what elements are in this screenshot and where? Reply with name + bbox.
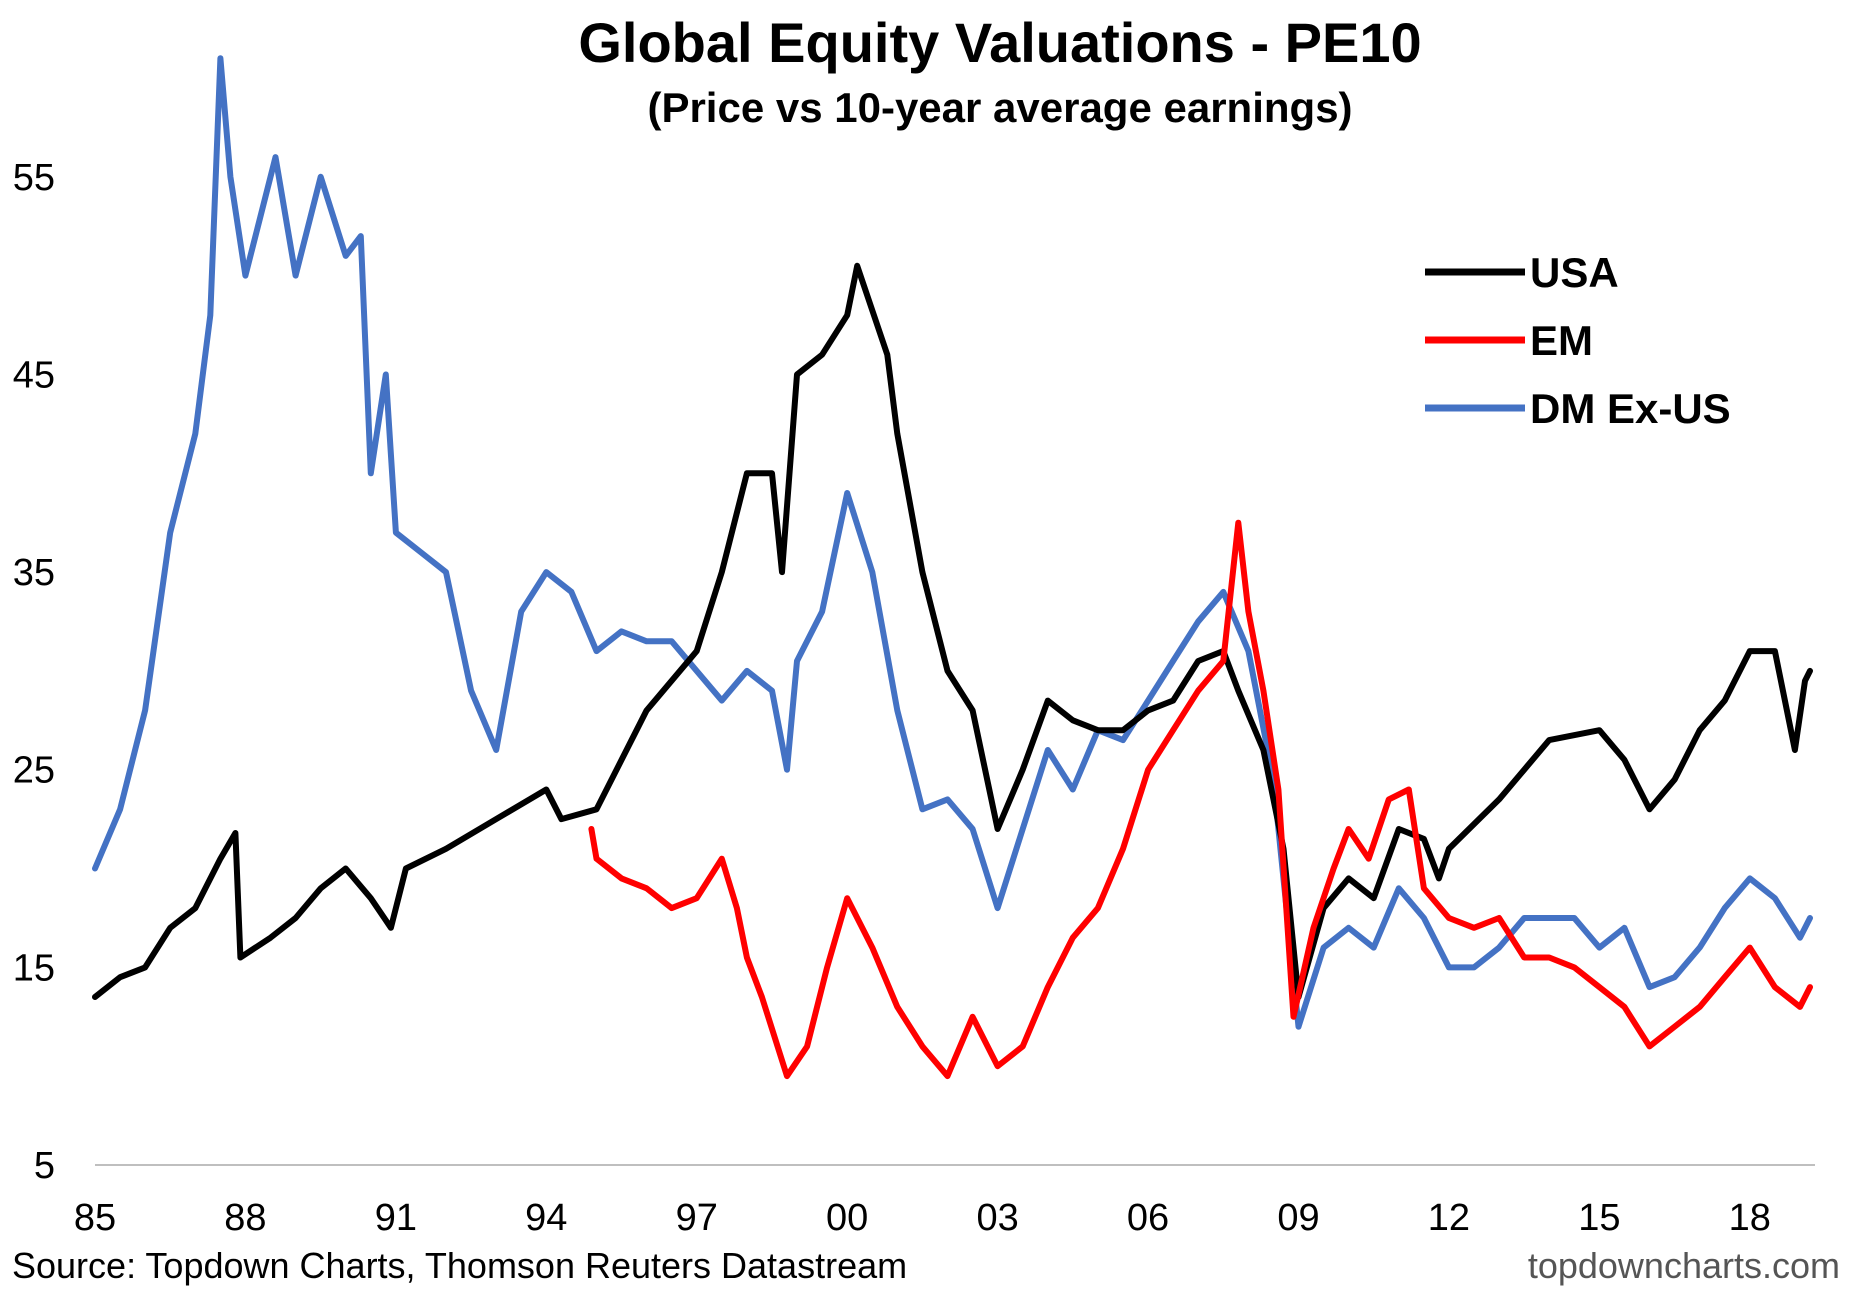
x-tick-label: 09: [1277, 1197, 1319, 1239]
chart-subtitle: (Price vs 10-year average earnings): [647, 84, 1352, 131]
legend-label: USA: [1530, 249, 1619, 296]
series-line-usa: [92, 262, 1813, 1000]
x-tick-label: 88: [224, 1197, 266, 1239]
y-tick-label: 55: [13, 157, 55, 199]
x-tick-label: 91: [375, 1197, 417, 1239]
y-tick-label: 25: [13, 750, 55, 792]
legend-label: DM Ex-US: [1530, 385, 1731, 432]
x-tick-label: 00: [826, 1197, 868, 1239]
x-tick-label: 03: [976, 1197, 1018, 1239]
source-note: Source: Topdown Charts, Thomson Reuters …: [12, 1245, 907, 1286]
x-tick-label: 97: [676, 1197, 718, 1239]
x-tick-label: 12: [1428, 1197, 1470, 1239]
x-tick-label: 85: [74, 1197, 116, 1239]
x-tick-label: 15: [1578, 1197, 1620, 1239]
series-line-em: [588, 519, 1813, 1080]
y-axis: 5 15 25 35 45 55: [13, 157, 55, 1187]
series-layer: [92, 55, 1813, 1080]
x-tick-label: 94: [525, 1197, 567, 1239]
x-tick-label: 18: [1729, 1197, 1771, 1239]
chart-title: Global Equity Valuations - PE10: [578, 11, 1421, 74]
legend: USA EM DM Ex-US: [1425, 249, 1731, 432]
x-axis: 85 88 91 94 97 00 03 06 09 12 15 18: [74, 1164, 1815, 1239]
y-tick-label: 45: [13, 354, 55, 396]
legend-label: EM: [1530, 317, 1593, 364]
y-tick-label: 15: [13, 947, 55, 989]
x-tick-label: 06: [1127, 1197, 1169, 1239]
series-line-dm-ex-us: [92, 55, 1813, 1030]
y-tick-label: 35: [13, 552, 55, 594]
brand-watermark: topdowncharts.com: [1528, 1245, 1840, 1286]
y-tick-label: 5: [34, 1145, 55, 1187]
